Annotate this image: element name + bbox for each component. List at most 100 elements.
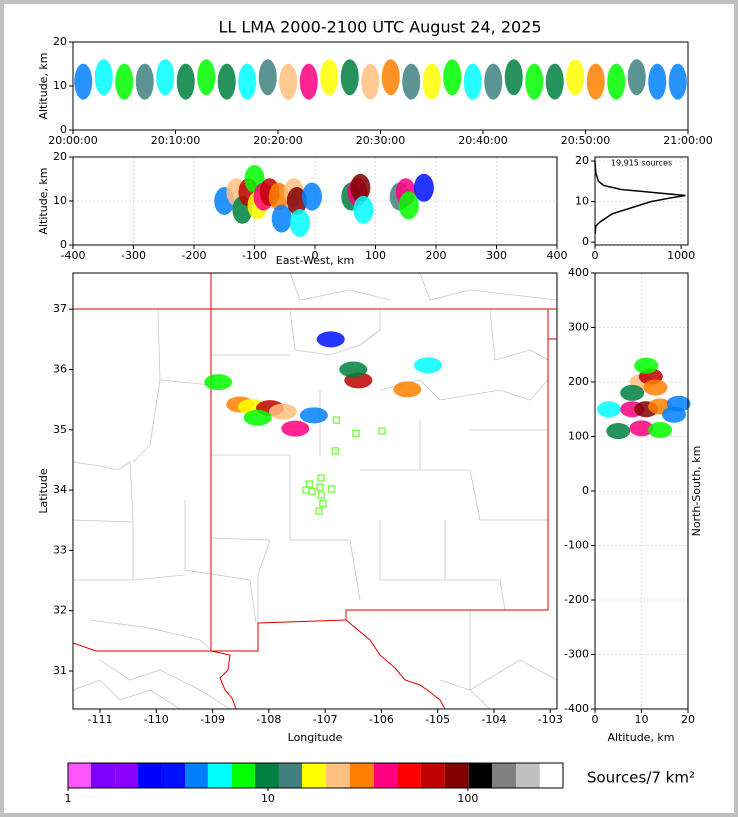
source-density [607,63,626,100]
station [331,447,339,455]
y-tick-label: 10 [53,79,67,92]
x-tick-label: -300 [121,249,146,262]
y-axis-label: Latitude [37,468,50,514]
source-density [414,357,443,374]
y-tick-label: 0 [60,123,67,136]
source-density [197,59,216,96]
x-tick-label: -105 [425,713,450,726]
y-tick-label: -200 [564,593,589,606]
source-density [668,63,687,100]
station [319,499,327,507]
x-tick-label: 10 [261,792,275,805]
colorbar-cell [373,763,398,788]
source-density [627,59,646,96]
y-tick-label: 0 [582,484,589,497]
source-density [350,173,371,202]
source-density [243,409,272,426]
y-tick-label: -300 [564,648,589,661]
y-tick-label: 36 [53,362,67,375]
y-tick-label: -100 [564,539,589,552]
station [378,427,386,435]
source-density [204,374,233,391]
x-tick-label: 0 [592,713,599,726]
source-density [443,59,462,96]
colorbar-cell [539,763,563,788]
x-tick-label: -109 [200,713,225,726]
station [316,483,324,491]
y-tick-label: 31 [53,664,67,677]
source-density [94,59,113,96]
y-tick-label: 200 [568,375,589,388]
source-density [629,420,654,437]
y-tick-label: 33 [53,543,67,556]
source-density [176,63,195,100]
source-density [299,407,328,424]
map-base [73,273,557,709]
axes-frame [72,272,558,710]
source-density [271,204,292,233]
y-tick-label: 10 [575,195,589,208]
colorbar-cell [491,763,516,788]
source-density [156,59,175,96]
axes-frame [594,272,689,710]
source-density [648,63,667,100]
y-tick-label: 20 [575,154,589,167]
colorbar-cell [468,763,492,788]
y-tick-label: 20 [53,150,67,163]
y-tick-label: 35 [53,423,67,436]
source-density [238,63,257,100]
source-density [606,423,631,440]
station [305,480,313,488]
source-density [258,59,277,96]
source-density [316,331,345,348]
annotation: 19,915 sources [611,159,672,168]
axes-frame [72,156,558,246]
colorbar-cell [231,763,255,788]
y-tick-label: -400 [564,702,589,715]
station [332,416,340,424]
colorbar-cell [420,763,445,788]
y-tick-label: 0 [582,235,589,248]
state-borders [73,273,557,709]
station [315,507,323,515]
y-tick-label: 400 [568,266,589,279]
x-tick-label: 1000 [667,249,695,262]
colorbar-cell [301,763,326,788]
source-density [586,63,605,100]
x-tick-label: 20:10:00 [151,134,200,147]
x-tick-label: 200 [426,249,447,262]
colorbar-cell [325,763,350,788]
x-tick-label: 21:00:00 [663,134,712,147]
x-tick-label: 20 [681,713,695,726]
x-tick-label: 20:20:00 [253,134,302,147]
x-tick-label: 100 [365,249,386,262]
x-tick-label: 20:00:00 [48,134,97,147]
y-tick-label: 100 [568,430,589,443]
source-density [398,191,419,220]
source-density [620,384,645,401]
altitude-profile [594,161,686,235]
source-density [361,63,380,100]
x-tick-label: 0 [312,249,319,262]
x-tick-label: -103 [538,713,563,726]
source-density [643,379,668,396]
colorbar-cell [138,763,162,788]
source-density [422,63,441,100]
source-density [279,63,298,100]
y-tick-label: 300 [568,321,589,334]
source-density [353,195,374,224]
colorbar-cell [515,763,540,788]
axes-frame [72,41,689,131]
station [317,491,325,499]
colorbar-cell [397,763,421,788]
y-tick-label: 20 [53,35,67,48]
x-tick-label: 20:40:00 [458,134,507,147]
colorbar-cell [115,763,139,788]
x-axis-label: East-West, km [276,254,354,267]
source-density [566,59,585,96]
x-tick-label: -106 [369,713,394,726]
source-density [484,63,503,100]
source-density [634,357,659,374]
x-tick-label: -200 [182,249,207,262]
